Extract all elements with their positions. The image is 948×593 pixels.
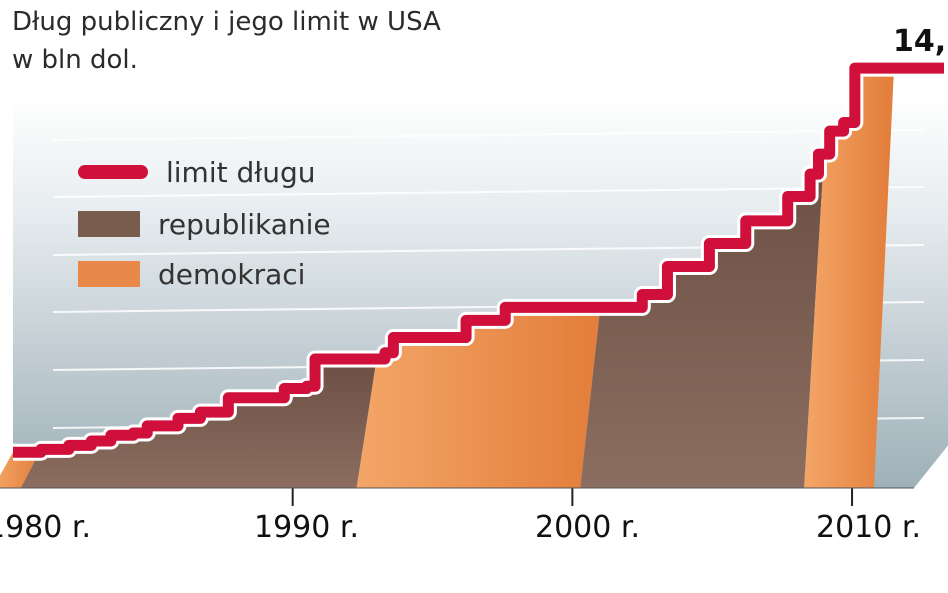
legend-label-democrats: demokraci xyxy=(158,257,306,291)
chart-title: Dług publiczny i jego limit w USA xyxy=(12,7,441,37)
party-area-republicans xyxy=(580,154,825,489)
legend-item-republicans: republikanie xyxy=(78,204,331,244)
legend-line-swatch xyxy=(78,165,148,179)
x-tick-label: 2000 r. xyxy=(535,510,640,545)
grid-line xyxy=(52,129,925,141)
x-tick-label: 2010 r. xyxy=(816,510,921,545)
legend-item-debt-limit: limit długu xyxy=(78,152,316,192)
x-tick-label: 1990 r. xyxy=(254,510,359,545)
legend-swatch-democrats xyxy=(78,261,140,287)
peak-value-label: 14,3 xyxy=(893,24,948,59)
x-tick-label: 1980 r. xyxy=(0,510,91,545)
legend-label-debt-limit: limit długu xyxy=(166,155,316,189)
chart-subtitle: w bln dol. xyxy=(12,45,138,75)
party-area-democrats xyxy=(0,452,41,488)
party-area-democrats xyxy=(356,307,601,488)
debt-limit-line xyxy=(13,62,944,458)
legend-item-democrats: demokraci xyxy=(78,254,305,294)
legend-swatch-republicans xyxy=(78,211,140,237)
grid-line xyxy=(52,186,925,198)
legend-label-republicans: republikanie xyxy=(158,207,331,241)
